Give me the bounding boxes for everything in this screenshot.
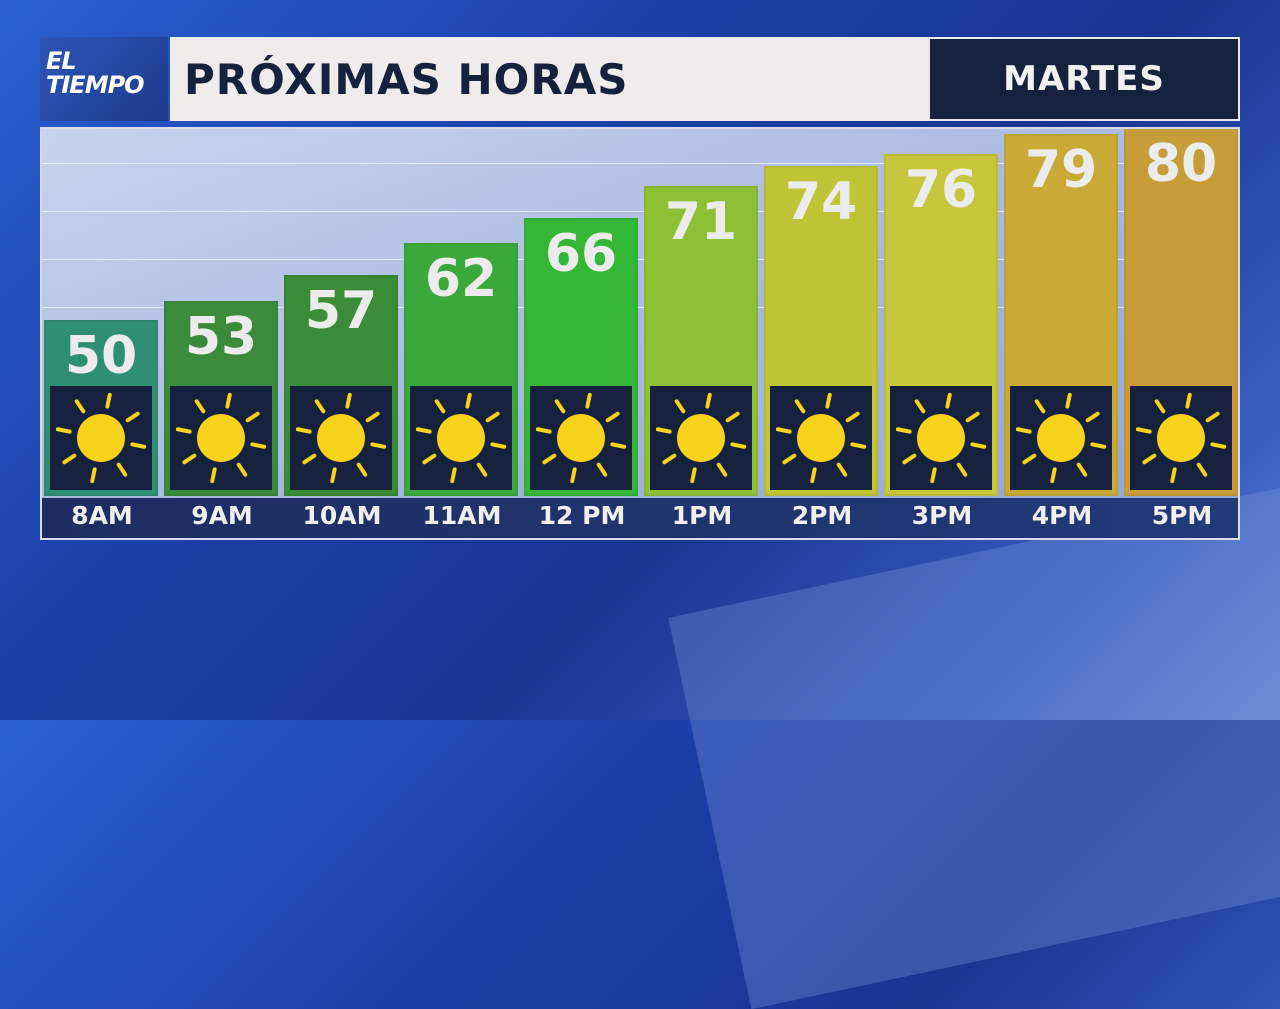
- day-label: MARTES: [928, 37, 1240, 121]
- time-label: 9AM: [191, 501, 253, 530]
- logo-line2: TIEMPO: [46, 71, 145, 99]
- gridline: [42, 259, 1238, 260]
- time-label: 12 PM: [538, 501, 626, 530]
- time-label: 10AM: [302, 501, 382, 530]
- gridline: [42, 307, 1238, 308]
- temperature-bar: 66: [524, 217, 638, 496]
- temperature-value: 66: [544, 223, 618, 284]
- temperature-bar: 71: [644, 185, 758, 496]
- sun-icon: [290, 385, 392, 490]
- sun-icon: [530, 385, 632, 490]
- sun-icon: [650, 385, 752, 490]
- temperature-value: 74: [784, 172, 858, 233]
- temperature-value: 80: [1144, 134, 1218, 194]
- logo: EL TIEMPO: [40, 37, 168, 121]
- time-label: 4PM: [1031, 501, 1093, 530]
- temperature-bar: 79: [1004, 134, 1118, 496]
- sun-icon: [1010, 385, 1112, 490]
- sun-icon: [410, 385, 512, 490]
- time-label: 2PM: [791, 501, 853, 530]
- time-label: 1PM: [671, 501, 733, 530]
- page-title: PRÓXIMAS HORAS: [184, 54, 629, 104]
- time-label: 8AM: [71, 501, 133, 530]
- temperature-value: 50: [64, 326, 138, 386]
- logo-line1: EL: [46, 47, 77, 75]
- sun-icon: [770, 385, 872, 490]
- temperature-bar: 76: [884, 153, 998, 496]
- temperature-value: 76: [904, 159, 978, 220]
- temperature-value: 62: [424, 249, 498, 310]
- time-label: 5PM: [1151, 501, 1213, 530]
- sun-icon: [1130, 386, 1232, 490]
- temperature-bar: 57: [284, 275, 398, 496]
- sun-icon: [170, 385, 272, 490]
- temperature-bar: 53: [164, 300, 278, 496]
- gridline: [42, 163, 1238, 164]
- temperature-value: 71: [664, 191, 738, 252]
- sun-icon: [50, 386, 152, 490]
- temperature-value: 57: [304, 281, 378, 342]
- temperature-bar: 80: [1124, 129, 1238, 496]
- temperature-value: 53: [184, 306, 258, 367]
- time-label: 11AM: [422, 501, 502, 530]
- temperature-bar: 62: [404, 243, 518, 496]
- gridline: [42, 211, 1238, 212]
- chart-panel: 50 53 57 62 66 71 74 76 79 80 8AM 9AM 10AM 11AM 12 PM 1…: [40, 127, 1240, 540]
- sun-icon: [890, 385, 992, 490]
- temperature-value: 79: [1024, 140, 1098, 201]
- time-label: 3PM: [911, 501, 973, 530]
- temperature-bar: 50: [44, 320, 158, 496]
- temperature-bar: 74: [764, 166, 878, 496]
- title-bar: PRÓXIMAS HORAS: [170, 37, 928, 121]
- time-labels-strip: 8AM 9AM 10AM 11AM 12 PM 1PM 2PM 3PM 4PM 5PM: [42, 498, 1238, 538]
